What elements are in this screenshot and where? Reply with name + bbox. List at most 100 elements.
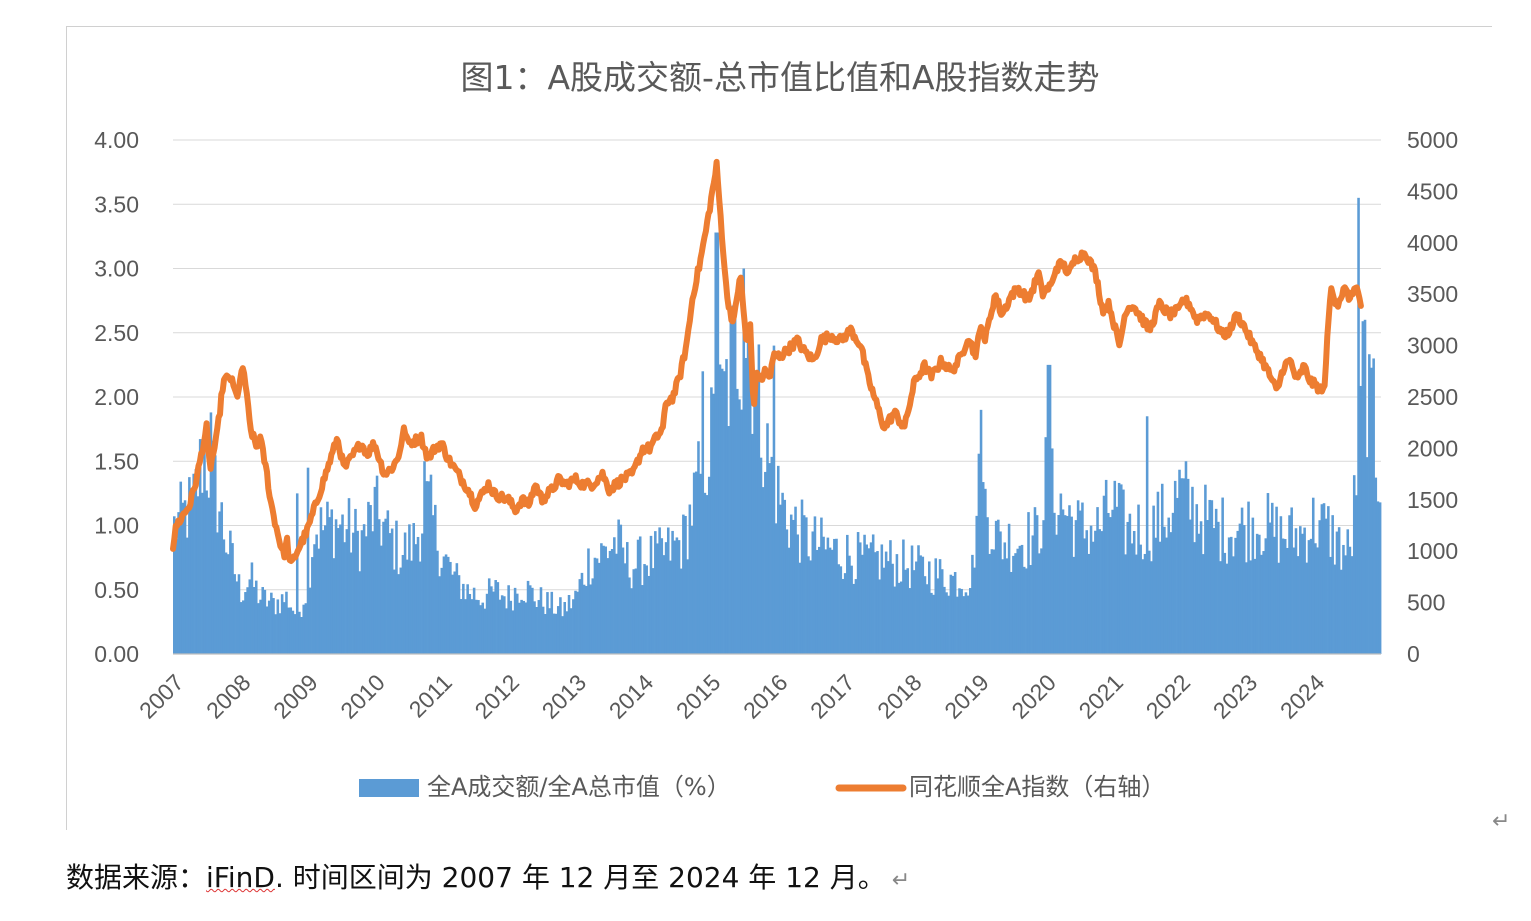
bar [332, 558, 336, 654]
bar [979, 409, 983, 654]
bar [738, 399, 741, 654]
bar [291, 610, 295, 654]
bar [403, 532, 407, 654]
bar [1063, 515, 1067, 654]
bar [908, 588, 912, 654]
bar [865, 544, 868, 654]
bar [317, 548, 321, 654]
bar [826, 537, 830, 654]
bar [347, 498, 351, 654]
bar [233, 574, 236, 654]
bar [882, 567, 886, 654]
bar [889, 540, 892, 654]
bar [1355, 495, 1358, 654]
bar [1344, 555, 1347, 654]
bar [1314, 543, 1317, 654]
bar [893, 586, 897, 654]
bar [229, 530, 232, 654]
bar [576, 591, 579, 654]
bar [1046, 364, 1050, 654]
bar [569, 608, 573, 654]
bar [464, 599, 467, 654]
bar [533, 601, 536, 654]
bar [984, 488, 987, 654]
bar [1210, 500, 1214, 654]
bar [1081, 502, 1084, 654]
bar [710, 387, 713, 654]
bar [684, 515, 687, 654]
bar [358, 571, 362, 654]
bar [572, 599, 575, 654]
bar [669, 560, 672, 654]
bar [220, 502, 224, 654]
bar [632, 569, 636, 654]
bar [1350, 556, 1354, 654]
bar [1335, 531, 1339, 654]
bar [1273, 536, 1276, 654]
bar [175, 538, 178, 654]
bar [785, 529, 789, 654]
bar [744, 357, 748, 654]
bar [654, 531, 657, 654]
bar [513, 587, 517, 654]
y-right-tick-label: 3500 [1407, 281, 1458, 307]
bar [470, 599, 474, 654]
bar [1281, 538, 1285, 654]
bar [1214, 508, 1218, 654]
bar [679, 568, 683, 654]
source-prefix: 数据来源： [66, 861, 207, 894]
bar [1372, 358, 1375, 654]
bar [1035, 515, 1039, 654]
bar [720, 368, 724, 654]
bar [1059, 493, 1063, 654]
bar [1119, 484, 1123, 654]
bar [367, 501, 370, 654]
bar [386, 510, 390, 654]
bar [1227, 537, 1231, 654]
bar [416, 536, 420, 654]
bar [1076, 500, 1080, 654]
y-right-tick-label: 3000 [1407, 333, 1458, 359]
y-left-tick-label: 1.50 [94, 448, 139, 474]
bar [550, 591, 554, 654]
bar [899, 581, 903, 654]
bar [308, 587, 312, 654]
bar [876, 551, 879, 654]
bar [261, 587, 264, 654]
bar [235, 581, 239, 654]
bar [871, 534, 875, 654]
bar [360, 530, 364, 654]
bar [811, 531, 815, 654]
bar [919, 555, 922, 654]
bar [1029, 565, 1032, 654]
bar [1132, 530, 1136, 654]
bar [1288, 515, 1291, 654]
bar [1085, 530, 1089, 654]
bar [364, 536, 368, 654]
bar [628, 577, 631, 654]
bar [429, 474, 433, 654]
bar [1122, 489, 1125, 654]
frame-paragraph-mark: ↵ [1492, 808, 1511, 833]
bar [1176, 497, 1179, 654]
bar [813, 516, 817, 654]
bar [451, 574, 454, 654]
bar [438, 576, 441, 654]
bar [1137, 504, 1140, 654]
bar [1337, 527, 1341, 654]
bar [1255, 533, 1259, 654]
bar [1048, 364, 1052, 654]
bar [449, 561, 452, 654]
bar [656, 543, 659, 654]
bar [1230, 536, 1233, 654]
y-left-tick-label: 4.00 [94, 127, 139, 153]
bar [783, 499, 787, 654]
bar [835, 538, 838, 654]
bar [1087, 553, 1091, 654]
bar [198, 439, 202, 654]
bar [660, 538, 664, 654]
bar [1053, 512, 1056, 654]
bar [311, 557, 314, 654]
bar [1365, 457, 1369, 654]
bar [971, 554, 974, 654]
